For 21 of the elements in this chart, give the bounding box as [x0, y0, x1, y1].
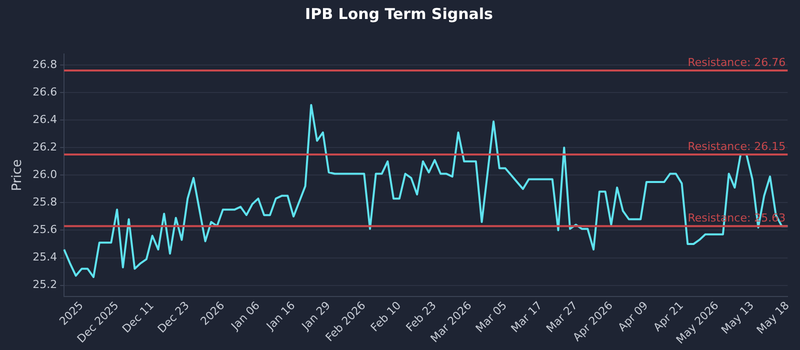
y-tick-label: 26.6 — [32, 85, 58, 98]
chart-title: IPB Long Term Signals — [305, 4, 494, 23]
ref-line-label: Resistance: 26.15 — [688, 140, 786, 153]
x-tick-label: Dec 11 — [120, 298, 156, 336]
x-tick-label: Apr 09 — [616, 298, 651, 334]
ref-line-label: Resistance: 26.76 — [688, 56, 786, 69]
y-tick-label: 26.0 — [32, 168, 58, 182]
y-tick-label: 25.2 — [32, 278, 58, 292]
y-tick-label: 26.2 — [32, 140, 58, 154]
x-tick-label: Feb 10 — [368, 298, 404, 334]
x-tick-label: Jan 06 — [228, 298, 262, 334]
y-tick-label: 25.8 — [32, 196, 58, 209]
y-tick-label: 26.4 — [32, 112, 58, 126]
x-tick-label: Mar 17 — [508, 298, 545, 336]
y-tick-label: 26.8 — [32, 58, 58, 71]
y-tick-label: 25.4 — [32, 250, 58, 264]
x-tick-label: Dec 23 — [155, 298, 192, 336]
x-tick-label: Mar 05 — [473, 298, 510, 336]
y-tick-label: 25.6 — [32, 223, 58, 236]
y-axis-title: Price — [10, 159, 26, 192]
x-tick-label: Jan 16 — [263, 298, 298, 334]
